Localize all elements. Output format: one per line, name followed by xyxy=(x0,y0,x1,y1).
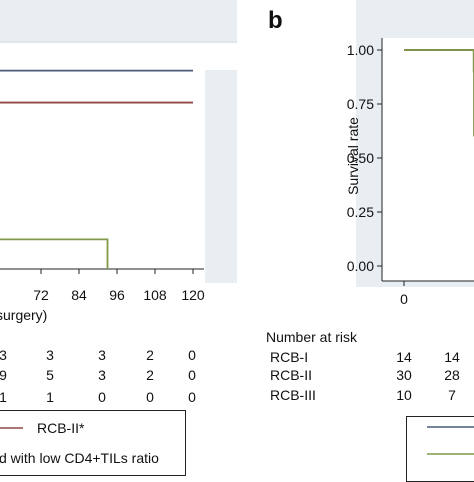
y-tick-label: 0.50 xyxy=(347,150,374,166)
risk-cell: 14 xyxy=(444,349,460,365)
left-series-group xyxy=(0,69,193,269)
left-x-axis-label: surgery) xyxy=(0,307,47,323)
left-top-strip xyxy=(0,0,237,41)
left-risk-cell: 3 xyxy=(98,367,106,383)
right-x-ticks: 0612 xyxy=(400,281,408,307)
left-x-tick-label: 72 xyxy=(33,287,49,303)
left-risk-cell: 0 xyxy=(188,389,196,405)
left-x-tick-label: 120 xyxy=(181,287,205,303)
left-plot-area xyxy=(0,0,205,283)
left-legend: RCB-II* d with low CD4+TILs ratio xyxy=(0,410,186,476)
y-tick-label: 1.00 xyxy=(347,42,374,58)
risk-row-label: RCB-III xyxy=(270,387,316,403)
left-plot-margin xyxy=(205,70,237,283)
risk-cell: 28 xyxy=(444,367,460,383)
left-risk-cell: 1 xyxy=(46,389,54,405)
left-risk-cell: 2 xyxy=(146,367,154,383)
risk-cell: 7 xyxy=(448,387,456,403)
right-y-ticks: 0.00 0.25 0.50 0.75 1.00 xyxy=(347,42,382,274)
left-risk-cell: 2 xyxy=(146,347,154,363)
legend-label-low-cd4: d with low CD4+TILs ratio xyxy=(0,450,159,466)
left-risk-cell: 0 xyxy=(188,347,196,363)
left-x-ticks: 72 84 96 108 120 xyxy=(33,269,205,303)
left-risk-cell: 1 xyxy=(0,389,7,405)
y-tick-label: 0.00 xyxy=(347,258,374,274)
left-risk-cell: 0 xyxy=(98,389,106,405)
left-risk-cell: 3 xyxy=(98,347,106,363)
left-risk-cell: 0 xyxy=(188,367,196,383)
risk-row-label: RCB-II xyxy=(270,367,312,383)
left-series-line-3 xyxy=(0,238,109,269)
panel-b-label: b xyxy=(268,7,283,34)
risk-cell: 14 xyxy=(396,349,412,365)
y-tick-label: 0.25 xyxy=(347,204,374,220)
x-tick-label: 0 xyxy=(400,291,408,307)
left-risk-cell: 5 xyxy=(46,367,54,383)
left-risk-cell: 3 xyxy=(0,347,7,363)
risk-cell: 10 xyxy=(396,387,412,403)
right-y-axis-label: Survival rate xyxy=(345,117,361,195)
left-x-tick-label: 96 xyxy=(109,287,125,303)
right-legend xyxy=(406,416,474,482)
left-x-tick-label: 108 xyxy=(143,287,167,303)
left-x-tick-label: 84 xyxy=(71,287,87,303)
left-risk-cell: 0 xyxy=(146,389,154,405)
y-tick-label: 0.75 xyxy=(347,96,374,112)
legend-label-rcb-ii: RCB-II* xyxy=(37,420,85,436)
risk-row-label: RCB-I xyxy=(270,349,309,365)
left-risk-cell: 3 xyxy=(46,347,54,363)
risk-table-title: Number at risk xyxy=(266,329,358,345)
risk-cell: 30 xyxy=(396,367,412,383)
right-plot-area xyxy=(382,38,474,281)
left-risk-cell: 9 xyxy=(0,367,7,383)
